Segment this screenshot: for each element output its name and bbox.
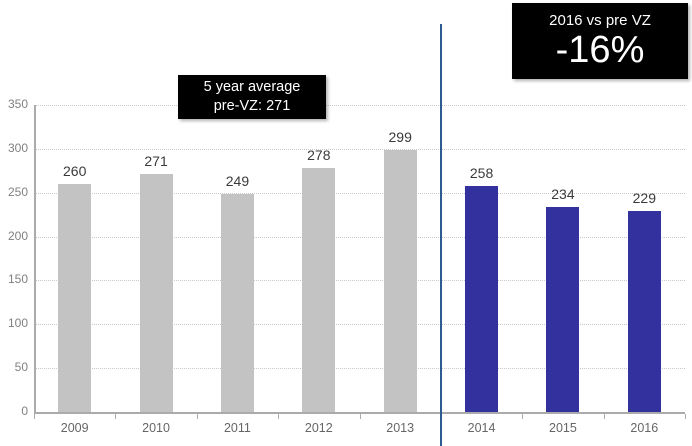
annotation-2016-vs-pre-vz-line1: 2016 vs pre VZ	[549, 12, 651, 30]
bar-value-label-2012: 278	[307, 147, 331, 164]
bar-2011	[220, 193, 254, 412]
bar-value-label-2014: 258	[469, 164, 494, 181]
x-axis-tick	[359, 414, 361, 419]
gridline-y-250	[34, 192, 685, 194]
y-axis-tick-label: 150	[7, 272, 28, 287]
bar-value-label-2009: 260	[63, 162, 87, 179]
y-axis-tick-label: 0	[21, 404, 28, 418]
x-axis-category-label-2010: 2010	[142, 421, 170, 435]
x-axis-tick	[34, 414, 35, 419]
gridline-y-50	[34, 368, 685, 370]
bar-value-label-2016: 229	[632, 190, 656, 207]
bar-2013	[383, 149, 417, 412]
bar-2016	[627, 211, 661, 412]
y-axis-tick-label: 250	[7, 184, 28, 199]
x-axis-category-label-2013: 2013	[386, 421, 415, 435]
y-axis-tick-label: 50	[14, 360, 28, 375]
bar-2014	[465, 185, 499, 412]
x-axis-category-label-2014: 2014	[467, 421, 496, 435]
x-axis-category-label-2016: 2016	[630, 421, 659, 435]
x-axis-tick	[522, 414, 524, 419]
bar-value-label-2015: 234	[551, 185, 575, 202]
pre-post-divider-line	[440, 24, 442, 446]
x-axis-line	[34, 412, 685, 414]
gridline-y-200	[34, 236, 685, 238]
annotation-pre-vz-average-line2: pre-VZ: 271	[213, 98, 291, 114]
gridline-y-350	[34, 105, 685, 106]
y-axis-tick-label: 200	[7, 228, 28, 243]
x-axis-category-label-2012: 2012	[304, 421, 333, 435]
annotation-pre-vz-average-line1: 5 year average	[203, 79, 301, 96]
x-axis-category-label-2015: 2015	[549, 421, 577, 435]
gridline-y-300	[34, 148, 685, 150]
x-axis-category-label-2009: 2009	[60, 421, 89, 435]
bar-2015	[546, 206, 580, 412]
x-axis-tick	[278, 414, 280, 419]
x-axis-tick	[603, 414, 605, 419]
x-axis-tick	[685, 414, 686, 419]
x-axis-category-label-2011: 2011	[223, 421, 251, 435]
x-axis-tick	[196, 414, 198, 419]
gridline-y-150	[34, 280, 685, 282]
bar-value-label-2010: 271	[144, 153, 168, 170]
y-axis-tick-label: 100	[7, 316, 28, 331]
gridline-y-100	[34, 324, 685, 326]
annotation-pre-vz-average: 5 year average pre-VZ: 271	[178, 75, 326, 119]
y-axis-tick-label: 300	[7, 140, 28, 155]
annotation-2016-vs-pre-vz-value: -16%	[555, 28, 645, 71]
annotation-2016-vs-pre-vz: 2016 vs pre VZ -16%	[512, 3, 688, 79]
y-axis-line	[34, 105, 36, 412]
bar-2009	[58, 183, 92, 412]
bar-value-label-2013: 299	[388, 128, 412, 145]
bar-value-label-2011: 249	[225, 172, 250, 189]
bar-2010	[139, 174, 173, 412]
x-axis-tick	[115, 414, 117, 419]
bar-2012	[302, 168, 336, 412]
y-axis-tick-label: 350	[7, 97, 28, 111]
